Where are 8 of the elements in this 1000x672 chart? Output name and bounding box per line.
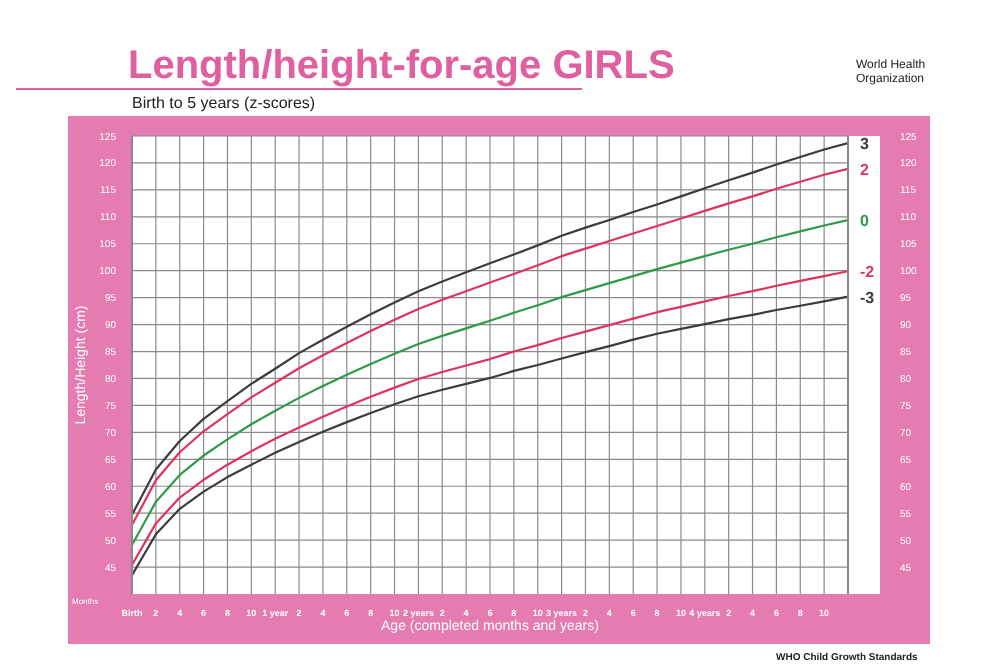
series-label: -2 — [860, 263, 876, 282]
series-label: 3 — [860, 135, 870, 153]
chart-subtitle: Birth to 5 years (z-scores) — [132, 94, 316, 112]
line-series — [132, 218, 848, 547]
series-label: 2 — [860, 160, 870, 179]
chart-title: Length/height-for-age GIRLS — [128, 44, 675, 90]
series-label: 0 — [860, 212, 870, 231]
series-label: -3 — [860, 288, 876, 307]
